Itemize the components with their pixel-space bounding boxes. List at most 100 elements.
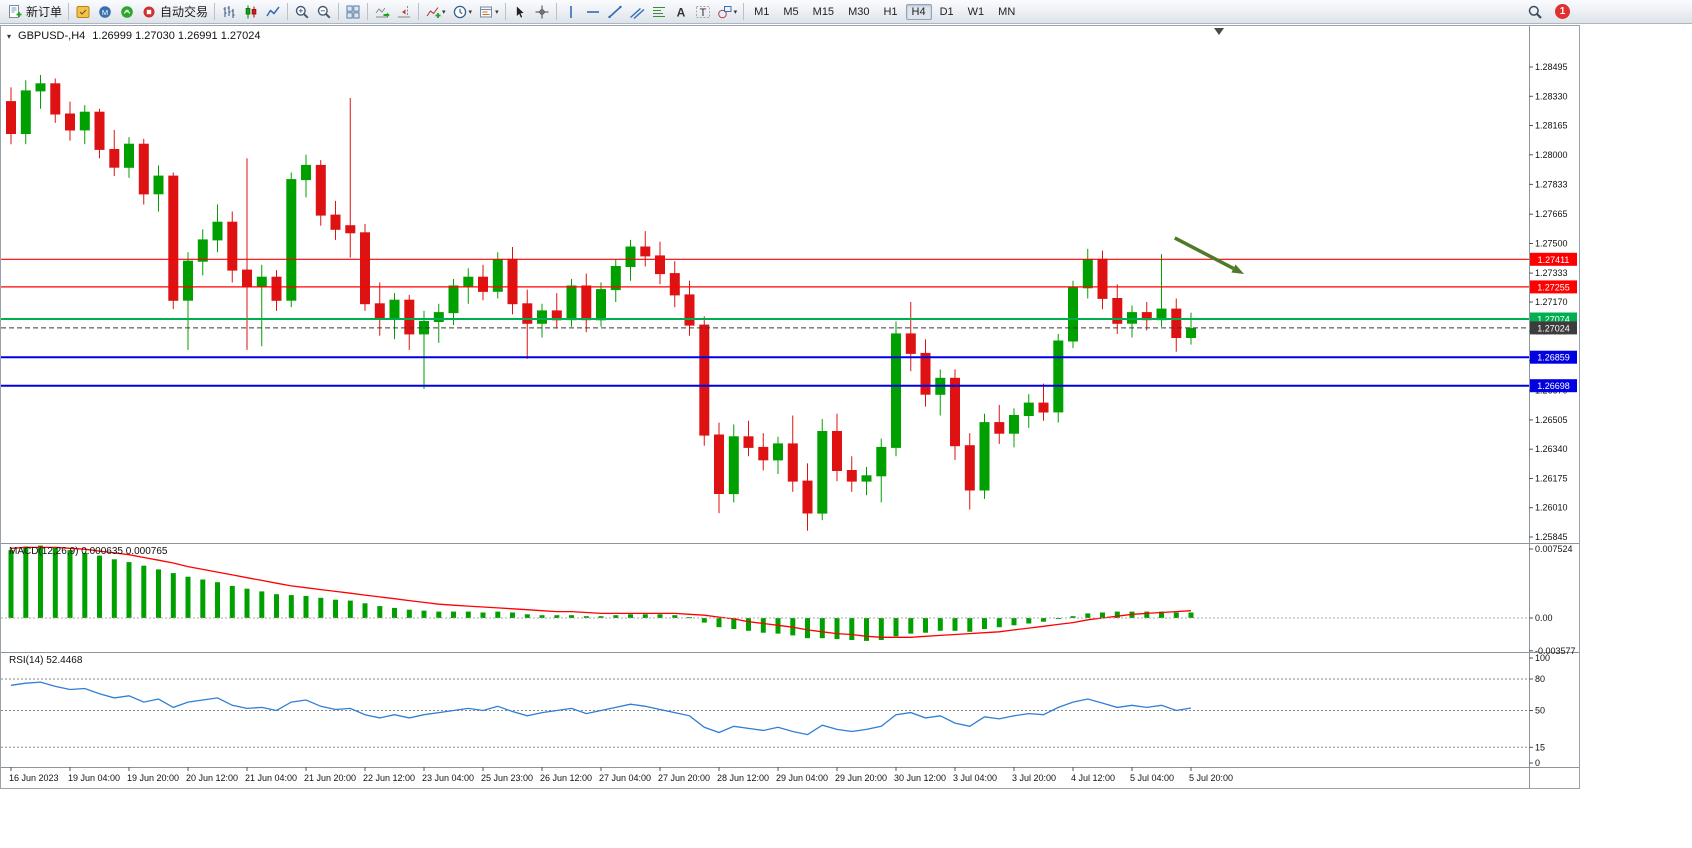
dropdown-arrow-icon: ▾	[442, 8, 446, 16]
cursor-button[interactable]	[510, 2, 530, 22]
community-button[interactable]	[117, 2, 137, 22]
new-order-icon	[7, 4, 23, 20]
indicators-icon	[425, 4, 441, 20]
autotrading-button[interactable]: 自动交易	[139, 2, 210, 22]
timeframe-w1-button[interactable]: W1	[967, 5, 985, 18]
horizontal-line-icon	[585, 4, 601, 20]
timeframe-m1-button[interactable]: M1	[754, 5, 770, 18]
mql5-button[interactable]: M	[95, 2, 115, 22]
shapes-button[interactable]: ▾	[715, 2, 740, 22]
candlestick-button[interactable]	[241, 2, 261, 22]
zoom-in-button[interactable]	[292, 2, 312, 22]
text-label-button[interactable]: T	[693, 2, 713, 22]
community-icon	[119, 4, 135, 20]
svg-text:22 Jun 12:00: 22 Jun 12:00	[363, 773, 415, 783]
macd-indicator: 0.007524 0.00 -0.003577	[1, 544, 1576, 656]
toolbar-left-group: 新订单 M 自动交易 ▾ ▾ ▾ A T ▾ M1 M5 M15 M30 H1 H4 D1 W1 MN	[4, 0, 1022, 23]
toolbar: 新订单 M 自动交易 ▾ ▾ ▾ A T ▾ M1 M5 M15 M30 H1 H4 D1 W1 MN 1	[0, 0, 1692, 24]
line-chart-button[interactable]	[263, 2, 283, 22]
chart-shift-button[interactable]	[394, 2, 414, 22]
svg-text:21 Jun 04:00: 21 Jun 04:00	[245, 773, 297, 783]
svg-text:1.27255: 1.27255	[1537, 282, 1570, 292]
svg-text:3 Jul 04:00: 3 Jul 04:00	[953, 773, 997, 783]
crosshair-icon	[534, 4, 550, 20]
toolbar-separator	[338, 3, 340, 20]
templates-button[interactable]: ▾	[476, 2, 501, 22]
svg-text:15: 15	[1535, 742, 1545, 752]
timeframe-m5-button[interactable]: M5	[783, 5, 799, 18]
macd-label: MACD(12,26,9) 0.000635 0.000765	[9, 546, 168, 557]
svg-text:1.27411: 1.27411	[1538, 255, 1570, 265]
time-axis[interactable]: 16 Jun 2023 19 Jun 04:00 19 Jun 20:00 20 Ju…	[9, 767, 1233, 783]
svg-text:29 Jun 04:00: 29 Jun 04:00	[776, 773, 828, 783]
timeframe-h4-button[interactable]: H4	[905, 3, 932, 20]
chart-shift-marker[interactable]	[1214, 28, 1225, 35]
horizontal-level-lines[interactable]	[1, 258, 1529, 387]
svg-text:21 Jun 20:00: 21 Jun 20:00	[304, 773, 356, 783]
periods-button[interactable]: ▾	[450, 2, 475, 22]
bar-chart-button[interactable]	[219, 2, 239, 22]
line-chart-icon	[265, 4, 281, 20]
indicators-button[interactable]: ▾	[423, 2, 448, 22]
svg-text:-0.003577: -0.003577	[1535, 646, 1576, 656]
crosshair-button[interactable]	[532, 2, 552, 22]
trendline-button[interactable]	[605, 2, 625, 22]
dropdown-arrow-icon: ▾	[495, 8, 499, 16]
svg-text:1.26505: 1.26505	[1535, 415, 1568, 425]
toolbar-right-group: 1	[1524, 2, 1570, 22]
candlestick-icon	[243, 4, 259, 20]
new-order-button[interactable]: 新订单	[5, 2, 64, 22]
timeframe-h1-button[interactable]: H1	[883, 5, 898, 18]
horizontal-line-button[interactable]	[583, 2, 603, 22]
price-chart[interactable]: 1.28495 1.28330 1.28165 1.28000 1.27833 1.276…	[1, 26, 1579, 788]
zoom-out-button[interactable]	[314, 2, 334, 22]
svg-text:20 Jun 12:00: 20 Jun 12:00	[186, 773, 238, 783]
candlestick-series	[6, 75, 1196, 531]
svg-text:1.27170: 1.27170	[1535, 297, 1568, 307]
rsi-line	[10, 681, 1192, 736]
timeframe-d1-button[interactable]: D1	[939, 5, 954, 18]
fibonacci-button[interactable]	[649, 2, 669, 22]
svg-text:27 Jun 04:00: 27 Jun 04:00	[599, 773, 651, 783]
text-icon: A	[673, 4, 689, 20]
svg-text:25 Jun 23:00: 25 Jun 23:00	[481, 773, 533, 783]
text-label-icon: T	[695, 4, 711, 20]
svg-text:1.28165: 1.28165	[1535, 121, 1568, 131]
tile-windows-button[interactable]	[343, 2, 363, 22]
vertical-line-button[interactable]	[561, 2, 581, 22]
dropdown-arrow-icon: ▾	[733, 8, 738, 16]
ohlc-values: 1.26999 1.27030 1.26991 1.27024	[92, 30, 261, 42]
auto-scroll-button[interactable]	[372, 2, 392, 22]
svg-text:28 Jun 12:00: 28 Jun 12:00	[717, 773, 769, 783]
svg-text:0: 0	[1535, 758, 1540, 768]
svg-text:29 Jun 20:00: 29 Jun 20:00	[835, 773, 887, 783]
notification-badge[interactable]: 1	[1555, 4, 1570, 19]
svg-text:A: A	[676, 5, 685, 19]
svg-text:4 Jul 12:00: 4 Jul 12:00	[1071, 773, 1115, 783]
metaeditor-icon	[75, 4, 91, 20]
svg-text:0.007524: 0.007524	[1535, 544, 1573, 554]
chart-shift-icon	[396, 4, 412, 20]
metaeditor-button[interactable]	[73, 2, 93, 22]
svg-text:T: T	[699, 7, 706, 19]
trend-arrow-annotation[interactable]	[1173, 236, 1245, 274]
text-button[interactable]: A	[671, 2, 691, 22]
toolbar-separator	[418, 3, 420, 20]
svg-text:23 Jun 04:00: 23 Jun 04:00	[422, 773, 474, 783]
price-axis[interactable]: 1.28495 1.28330 1.28165 1.28000 1.27833 1.276…	[1529, 62, 1577, 542]
chart-window: 1.28495 1.28330 1.28165 1.28000 1.27833 1.276…	[0, 25, 1580, 789]
timeframe-mn-button[interactable]: MN	[998, 5, 1016, 18]
panel-separators[interactable]	[1, 26, 1579, 788]
timeframe-m15-button[interactable]: M15	[812, 5, 835, 18]
quote-panel-toggle-icon[interactable]: ▾	[7, 31, 12, 41]
svg-text:1.26010: 1.26010	[1535, 503, 1568, 513]
timeframe-m30-button[interactable]: M30	[848, 5, 870, 18]
svg-text:1.27500: 1.27500	[1535, 239, 1568, 249]
svg-text:30 Jun 12:00: 30 Jun 12:00	[894, 773, 946, 783]
svg-text:0.00: 0.00	[1535, 613, 1553, 623]
channel-button[interactable]	[627, 2, 647, 22]
search-button[interactable]	[1525, 2, 1545, 22]
mql5-icon: M	[97, 4, 113, 20]
svg-text:19 Jun 04:00: 19 Jun 04:00	[68, 773, 120, 783]
svg-text:50: 50	[1535, 706, 1545, 716]
